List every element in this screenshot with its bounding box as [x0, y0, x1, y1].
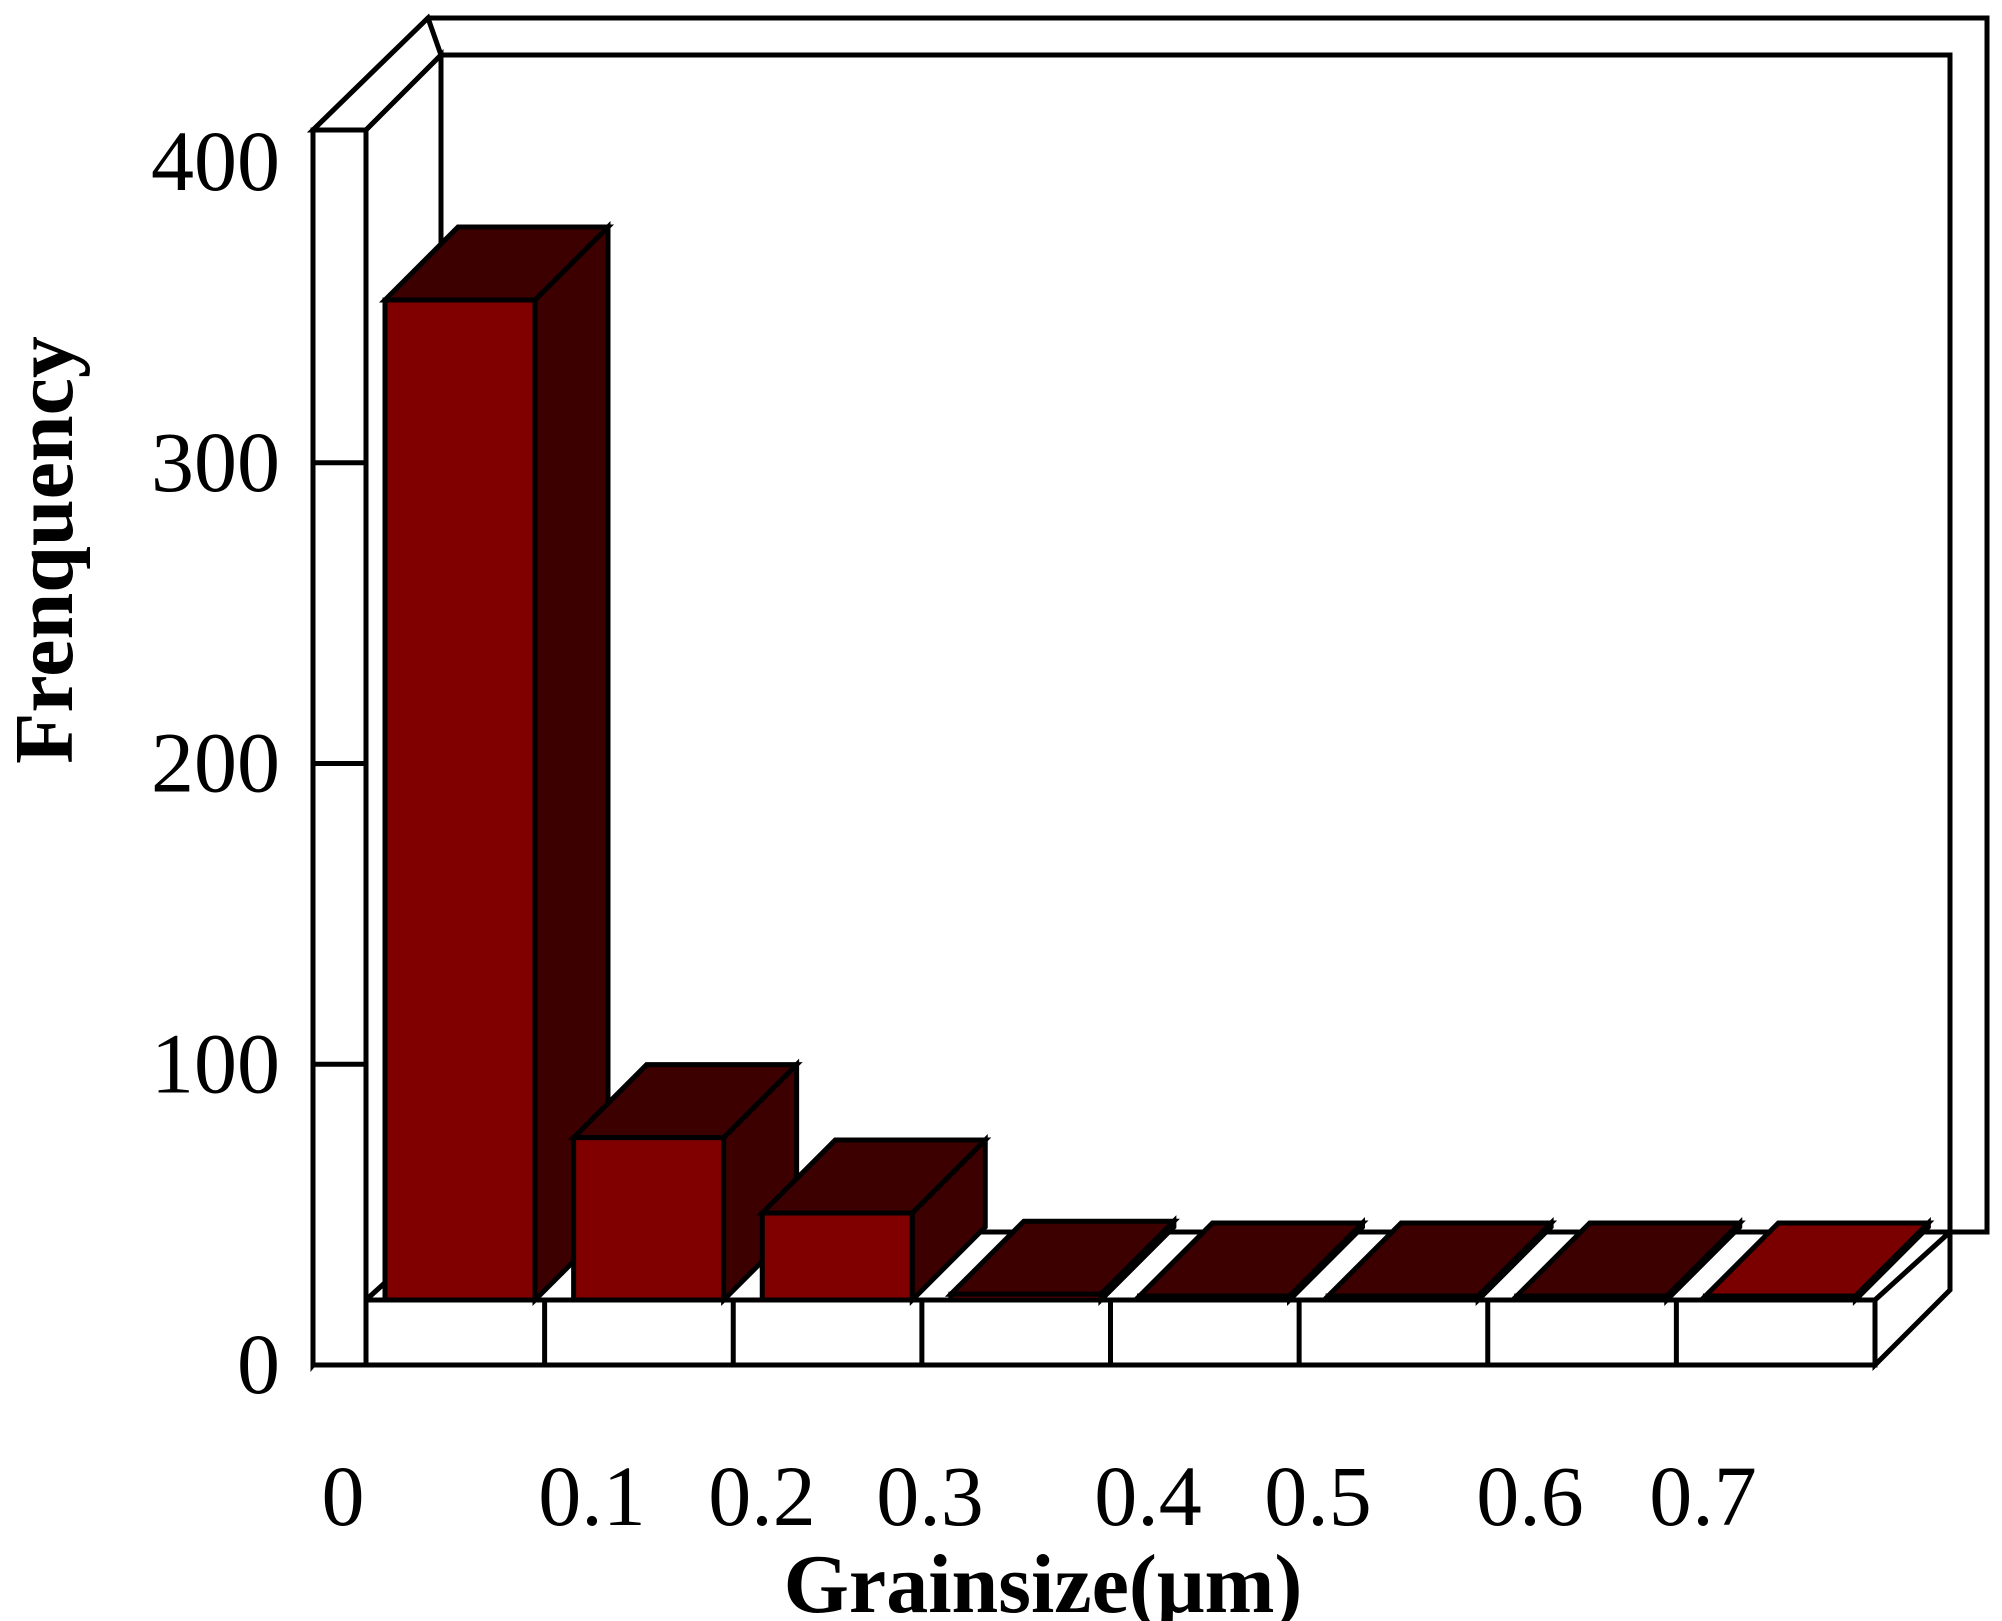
y-tick-label: 300: [151, 414, 280, 510]
bar-front: [759, 1210, 915, 1303]
bar: [1510, 1216, 1746, 1307]
x-tick-label: 0.1: [538, 1448, 646, 1544]
y-axis-ticks: 0 100 200 300 400: [151, 113, 366, 1412]
bar: [378, 220, 615, 1307]
floor-front: [310, 1297, 1878, 1368]
x-tick-label: 0.7: [1649, 1448, 1757, 1544]
bar-front: [948, 1291, 1104, 1303]
y-tick-label: 400: [151, 113, 280, 209]
bar-front: [1514, 1293, 1670, 1303]
x-tick-label: 0.6: [1476, 1448, 1584, 1544]
bars: [378, 220, 1935, 1307]
x-tick-label: 0: [322, 1448, 365, 1544]
x-tick-label: 0.3: [876, 1448, 984, 1544]
bar: [756, 1134, 992, 1307]
y-axis-title: Frenquency: [0, 336, 91, 764]
bar-front: [1325, 1293, 1481, 1303]
bar-front: [1137, 1293, 1292, 1303]
bar: [1322, 1216, 1558, 1307]
x-tick-label: 0.4: [1094, 1448, 1202, 1544]
bar-front: [571, 1135, 727, 1303]
x-tick-label: 0.2: [708, 1448, 816, 1544]
bar-front: [1702, 1293, 1858, 1303]
bar: [944, 1215, 1180, 1307]
left-wall-front: [310, 127, 369, 1368]
floor-right: [1872, 1226, 1953, 1372]
back-wall-inner: [438, 52, 1953, 1235]
bar: [1699, 1216, 1935, 1307]
bar: [567, 1058, 803, 1307]
bar-front: [382, 297, 538, 1303]
y-tick-label: 100: [151, 1015, 280, 1111]
x-axis-ticks: 0 0.1 0.2 0.3 0.4 0.5 0.6 0.7: [322, 1448, 1757, 1544]
x-tick-label: 0.5: [1264, 1448, 1372, 1544]
x-axis-title: Grainsize(μm): [784, 1538, 1303, 1621]
y-tick-label: 0: [237, 1316, 280, 1412]
y-tick-label: 200: [151, 715, 280, 811]
bar: [1133, 1216, 1369, 1307]
